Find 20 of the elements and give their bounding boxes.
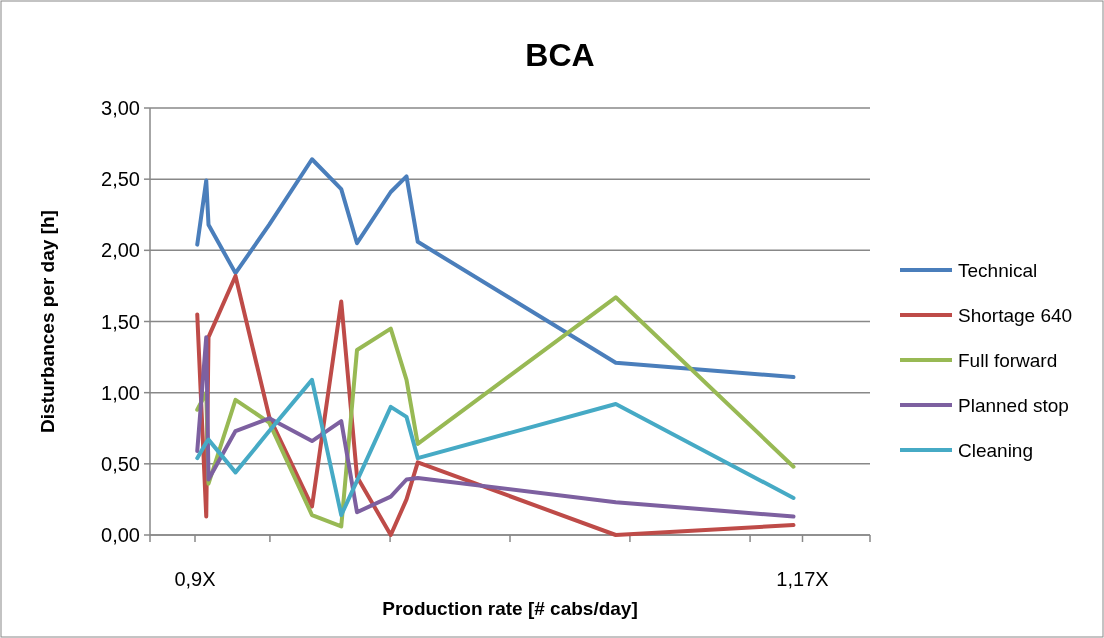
chart-title: BCA xyxy=(525,37,595,73)
x-tick-label: 0,9X xyxy=(174,568,216,590)
y-tick-label: 0,50 xyxy=(101,452,140,475)
line-series xyxy=(195,157,796,380)
legend-label: Cleaning xyxy=(958,439,1033,461)
line-series xyxy=(195,377,796,518)
line-series xyxy=(195,335,796,519)
legend-label: Technical xyxy=(958,259,1038,281)
y-tick-label: 3,00 xyxy=(101,97,140,119)
y-tick-label: 1,00 xyxy=(101,381,140,404)
y-axis-title: Disturbances per day [h] xyxy=(37,210,58,433)
x-axis-title: Production rate [# cabs/day] xyxy=(382,598,638,619)
y-tick-label: 1,50 xyxy=(101,310,140,333)
y-tick-label: 2,00 xyxy=(101,239,140,262)
y-tick-label: 0,00 xyxy=(101,524,140,546)
x-tick-label: 1,17X xyxy=(776,568,829,590)
y-tick-label: 2,50 xyxy=(101,168,140,191)
legend-label: Planned stop xyxy=(958,394,1069,416)
legend-label: Full forward xyxy=(958,349,1058,371)
legend-label: Shortage 640 xyxy=(958,304,1073,326)
